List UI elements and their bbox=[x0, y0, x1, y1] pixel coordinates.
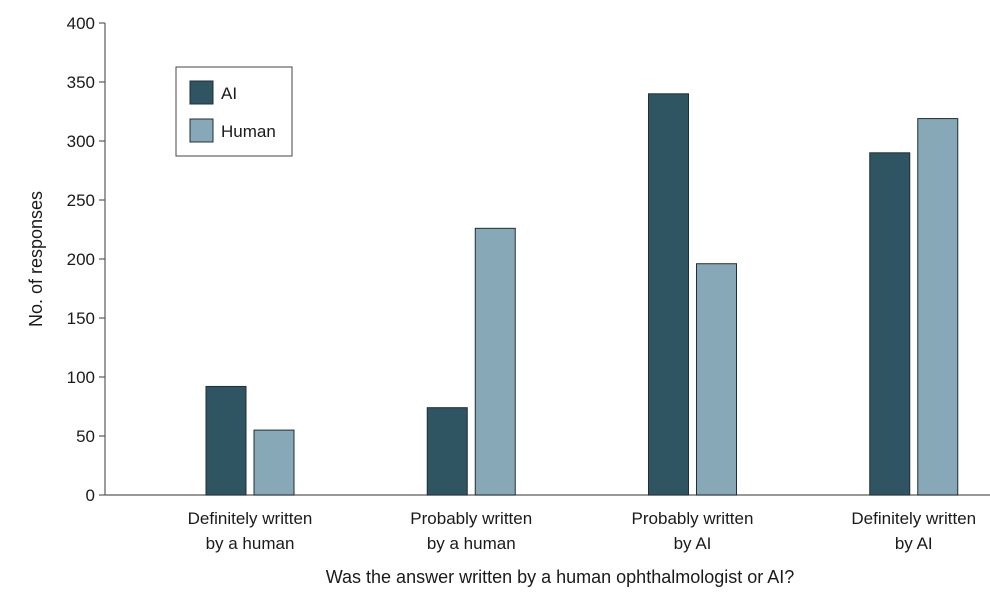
y-tick-label: 150 bbox=[67, 309, 95, 328]
bars bbox=[205, 93, 959, 496]
x-tick-label: Definitely written by a human bbox=[188, 509, 313, 553]
x-tick-label: Probably written by AI bbox=[632, 509, 754, 553]
x-axis: Definitely written by a human Probably wri… bbox=[105, 494, 990, 553]
y-tick-label: 100 bbox=[67, 368, 95, 387]
y-axis: 0 50 100 150 200 250 300 350 400 bbox=[67, 14, 106, 505]
y-axis-title: No. of responses bbox=[26, 191, 46, 327]
bar-human-4 bbox=[917, 118, 959, 496]
y-tick-label: 250 bbox=[67, 191, 95, 210]
bar-human-3 bbox=[696, 263, 737, 496]
y-tick-label: 350 bbox=[67, 73, 95, 92]
x-tick-label: Definitely written by AI bbox=[851, 509, 976, 553]
y-tick-label: 300 bbox=[67, 132, 95, 151]
bar-ai-2 bbox=[426, 407, 468, 496]
bar-ai-4 bbox=[869, 152, 911, 496]
bar-human-1 bbox=[253, 429, 295, 496]
bar-ai-3 bbox=[648, 93, 689, 496]
bar-human-2 bbox=[474, 227, 516, 496]
bar-ai-1 bbox=[205, 385, 247, 496]
legend-label-human: Human bbox=[221, 122, 276, 141]
y-tick-label: 50 bbox=[76, 427, 95, 446]
legend-box bbox=[175, 66, 293, 157]
x-axis-title: Was the answer written by a human ophtha… bbox=[326, 567, 795, 587]
legend: AI Human bbox=[175, 66, 293, 157]
y-tick-label: 400 bbox=[67, 14, 95, 33]
y-tick-label: 200 bbox=[67, 250, 95, 269]
y-tick-label: 0 bbox=[86, 486, 95, 505]
x-tick-label: Probably written by a human bbox=[410, 509, 532, 553]
legend-swatch-ai bbox=[189, 80, 214, 105]
legend-swatch-human bbox=[189, 118, 214, 143]
legend-label-ai: AI bbox=[221, 84, 237, 103]
